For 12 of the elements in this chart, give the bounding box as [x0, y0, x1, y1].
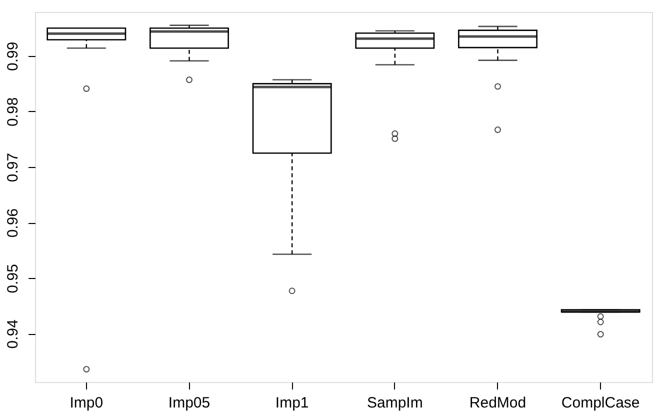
x-tick-label: Imp1 — [275, 394, 309, 412]
y-tick-label: 0.99 — [4, 42, 22, 71]
x-tick-label: ComplCase — [561, 394, 640, 412]
y-tick-label: 0.98 — [4, 97, 22, 127]
y-tick-label: 0.97 — [4, 152, 22, 182]
x-tick-label: SampIm — [366, 394, 423, 412]
x-tick-label: Imp0 — [70, 394, 104, 412]
y-tick-label: 0.95 — [4, 264, 22, 294]
x-tick-label: Imp05 — [168, 394, 210, 412]
y-tick-label: 0.96 — [4, 208, 22, 238]
x-tick-label: RedMod — [469, 394, 526, 412]
y-tick-label: 0.94 — [4, 320, 22, 349]
